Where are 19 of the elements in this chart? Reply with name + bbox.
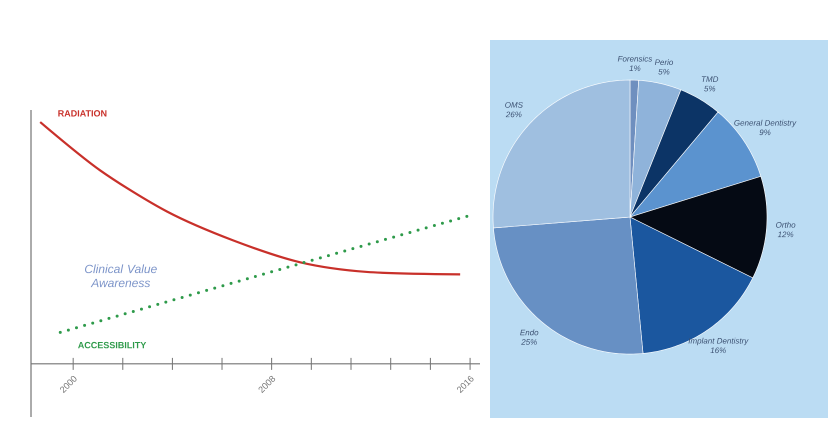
data-label: 12% [778,232,794,238]
data-label: 5% [658,68,670,75]
slice-label: Endo [520,329,538,336]
slice-label: Forensics [618,56,652,62]
slice-label: General Dentistry [734,120,797,128]
data-label: 5% [704,86,716,92]
data-label: 16% [710,347,726,354]
annotation: Clinical Value Awareness [85,264,157,288]
data-label: 9% [759,130,770,136]
slice-label: OMS [505,102,523,108]
slice-label: TMD [702,76,718,82]
data-label: 1% [629,65,640,72]
slice-label: Perio [654,59,674,66]
series-label: RADIATION [58,110,106,117]
data-label: 26% [506,112,522,118]
series-label: ACCESSIBILITY [78,342,146,348]
slice-label: Ortho [776,222,796,228]
data-label: 25% [521,339,537,345]
slice-label: Implant Dentistry [688,338,749,346]
